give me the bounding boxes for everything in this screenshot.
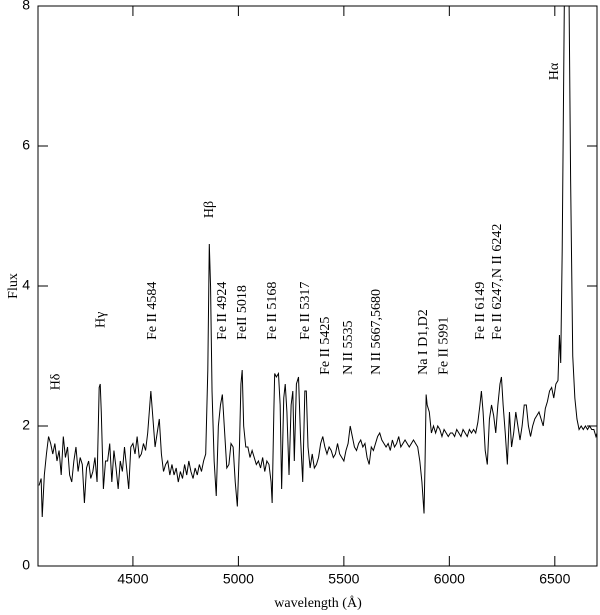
- y-axis-label: Flux: [6, 273, 21, 299]
- spectrum-line: [38, 6, 597, 518]
- x-tick-label: 5500: [328, 571, 359, 587]
- y-tick-label: 0: [22, 557, 30, 573]
- x-tick-label: 4500: [117, 571, 148, 587]
- y-tick-label: 8: [22, 0, 30, 13]
- line-annotation: Fe II 6247,N II 6242: [490, 224, 505, 340]
- line-annotation: N II 5667,5680: [369, 289, 384, 375]
- plot-frame: [37, 5, 598, 567]
- line-annotation: Fe II 5317: [298, 282, 313, 340]
- line-annotation: Hγ: [93, 312, 108, 328]
- line-annotation: N II 5535: [341, 320, 356, 374]
- line-annotation: Fe II 5991: [436, 317, 451, 375]
- x-tick-label: 6000: [434, 571, 465, 587]
- line-annotation: Na I D1,D2: [416, 309, 431, 375]
- x-tick-label: 6500: [539, 571, 570, 587]
- line-annotation: Hα: [547, 62, 562, 80]
- line-annotation: Fe II 6149: [473, 282, 488, 340]
- line-annotation: Fe II 5168: [265, 282, 280, 340]
- line-annotation: Hδ: [48, 373, 63, 390]
- line-annotation: Fe II 4924: [215, 282, 230, 340]
- y-tick-label: 4: [22, 277, 30, 293]
- y-tick-label: 6: [22, 137, 30, 153]
- line-annotation: Hβ: [202, 201, 217, 218]
- line-annotation: Fe II 5425: [318, 317, 333, 375]
- x-axis-label: wavelength (Å): [274, 595, 362, 611]
- x-tick-label: 5000: [223, 571, 254, 587]
- line-annotation: Fe II 4584: [145, 282, 160, 340]
- y-tick-label: 2: [22, 417, 30, 433]
- line-annotation: FeII 5018: [235, 285, 250, 340]
